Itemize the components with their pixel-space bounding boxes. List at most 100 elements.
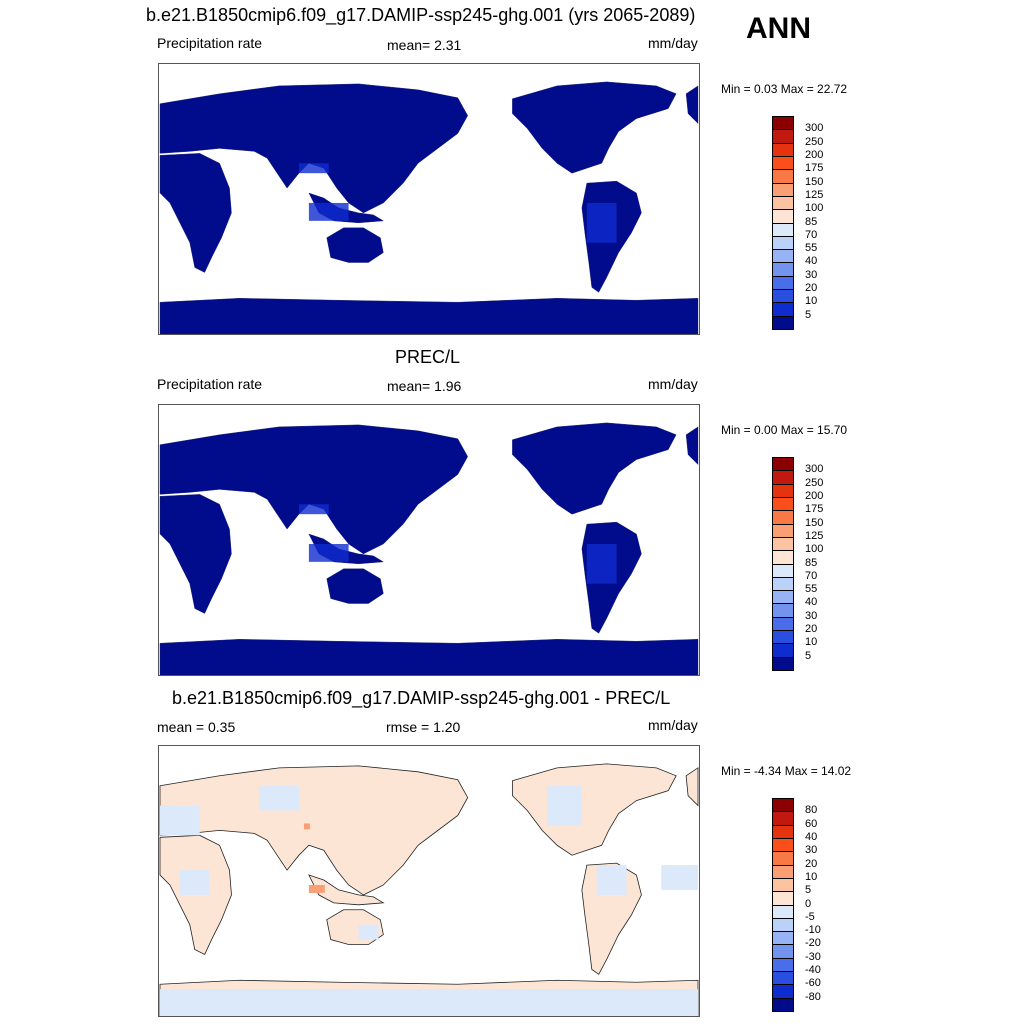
- colorbar-swatch: [772, 576, 794, 592]
- colorbar-tick-label: 80: [805, 804, 818, 817]
- colorbar-tick-label: 40: [805, 596, 818, 609]
- wet-region: [298, 504, 329, 515]
- colorbar-tick-label: 0: [805, 897, 812, 910]
- colorbar-swatch: [772, 470, 794, 485]
- colorbar-swatch: [772, 643, 794, 658]
- panel-3-mean-label: mean = 0.35: [157, 719, 236, 735]
- panel-1-minmax: Min = 0.03 Max = 22.72: [721, 82, 848, 96]
- colorbar-swatch: [772, 222, 794, 237]
- wet-region: [586, 202, 617, 243]
- colorbar-tick-label: 70: [805, 569, 818, 582]
- colorbar-swatch: [772, 798, 794, 813]
- colorbar-swatch: [772, 302, 794, 317]
- dry-region: [179, 870, 210, 895]
- colorbar-tick-label: 20: [805, 282, 818, 295]
- colorbar-swatch: [772, 851, 794, 866]
- colorbar-swatch: [772, 917, 794, 933]
- colorbar-tick-label: 150: [805, 516, 824, 529]
- wet-region: [298, 163, 329, 174]
- wet-region: [308, 202, 349, 221]
- colorbar-swatch: [772, 971, 794, 986]
- colorbar-swatch: [772, 837, 794, 853]
- season-label: ANN: [746, 12, 811, 45]
- panel-1-colorbar: 300 250 200 175 150 125 100 85 70 55 40 30 20 10 5: [772, 116, 823, 330]
- colorbar-tick-label: 30: [805, 609, 818, 622]
- wet-anomaly: [308, 884, 325, 893]
- dry-region: [596, 865, 627, 895]
- colorbar-tick-label: 150: [805, 175, 824, 188]
- panel-2-title: PREC/L: [395, 347, 461, 367]
- panel-2-minmax: Min = 0.00 Max = 15.70: [721, 423, 848, 437]
- colorbar-tick-label: -20: [805, 937, 821, 950]
- colorbar-tick-label: 70: [805, 228, 818, 241]
- colorbar-tick-label: 60: [805, 817, 818, 830]
- panel-2-variable-label: Precipitation rate: [157, 376, 263, 392]
- panel-3: [158, 745, 700, 1017]
- colorbar-tick-label: 125: [805, 188, 824, 201]
- land-africa: [159, 494, 232, 614]
- colorbar-tick-label: 200: [805, 489, 824, 502]
- colorbar-tick-label: 10: [805, 636, 818, 649]
- panel-3-map: [158, 745, 700, 1017]
- colorbar-tick-label: 100: [805, 543, 824, 556]
- colorbar-swatch: [772, 457, 794, 472]
- panel-2-units-label: mm/day: [648, 376, 698, 392]
- colorbar-swatch: [772, 550, 794, 565]
- colorbar-tick-label: 125: [805, 529, 824, 542]
- colorbar-swatch: [772, 195, 794, 211]
- colorbar-swatch: [772, 289, 794, 304]
- colorbar-tick-label: -30: [805, 950, 821, 963]
- colorbar-swatch: [772, 931, 794, 946]
- land-greenland: [685, 85, 699, 125]
- colorbar-tick-label: 175: [805, 503, 824, 516]
- colorbar-swatch: [772, 603, 794, 618]
- panel-2-colorbar: 300 250 200 175 150 125 100 85 70 55 40 30 20 10 5: [772, 457, 823, 671]
- colorbar-tick-label: 5: [805, 649, 812, 662]
- colorbar-tick-label: 30: [805, 844, 818, 857]
- panel-1: [158, 63, 700, 335]
- colorbar-swatch: [772, 536, 794, 552]
- colorbar-swatch: [772, 563, 794, 578]
- colorbar-tick-label: 175: [805, 162, 824, 175]
- land-northamerica: [512, 81, 677, 174]
- wet-anomaly: [303, 823, 310, 830]
- colorbar-swatch: [772, 315, 794, 330]
- dry-region: [547, 785, 582, 826]
- colorbar-swatch: [772, 864, 794, 879]
- colorbar-swatch: [772, 209, 794, 224]
- colorbar-swatch: [772, 957, 794, 973]
- land-australia: [326, 227, 384, 263]
- colorbar-tick-label: -40: [805, 964, 821, 977]
- land-eurasia: [159, 83, 468, 214]
- colorbar-swatch: [772, 523, 794, 538]
- colorbar-swatch: [772, 656, 794, 671]
- panel-3-rmse-label: rmse = 1.20: [386, 719, 461, 735]
- wet-region: [586, 543, 617, 584]
- colorbar-tick-label: 250: [805, 135, 824, 148]
- panel-2: [158, 404, 700, 676]
- colorbar-swatch: [772, 944, 794, 959]
- land-seasia: [308, 874, 385, 906]
- colorbar-swatch: [772, 824, 794, 839]
- colorbar-swatch: [772, 496, 794, 512]
- land-northamerica: [511, 763, 677, 856]
- colorbar-swatch: [772, 877, 794, 893]
- colorbar-tick-label: -5: [805, 910, 815, 923]
- colorbar-tick-label: 100: [805, 202, 824, 215]
- colorbar-swatch: [772, 630, 794, 645]
- colorbar-tick-label: -60: [805, 977, 821, 990]
- colorbar-tick-label: 300: [805, 122, 824, 135]
- land-eurasia: [159, 765, 469, 896]
- colorbar-swatch: [772, 155, 794, 171]
- colorbar-swatch: [772, 984, 794, 999]
- colorbar-swatch: [772, 169, 794, 184]
- colorbar-tick-label: 10: [805, 870, 818, 883]
- land-australia: [326, 568, 384, 604]
- dry-region: [661, 865, 699, 890]
- colorbar-swatch: [772, 182, 794, 197]
- dry-region: [159, 805, 200, 836]
- panel-1-map: [158, 63, 700, 335]
- colorbar-tick-label: 200: [805, 148, 824, 161]
- land-antarctica: [159, 639, 699, 675]
- land-eurasia: [159, 424, 468, 555]
